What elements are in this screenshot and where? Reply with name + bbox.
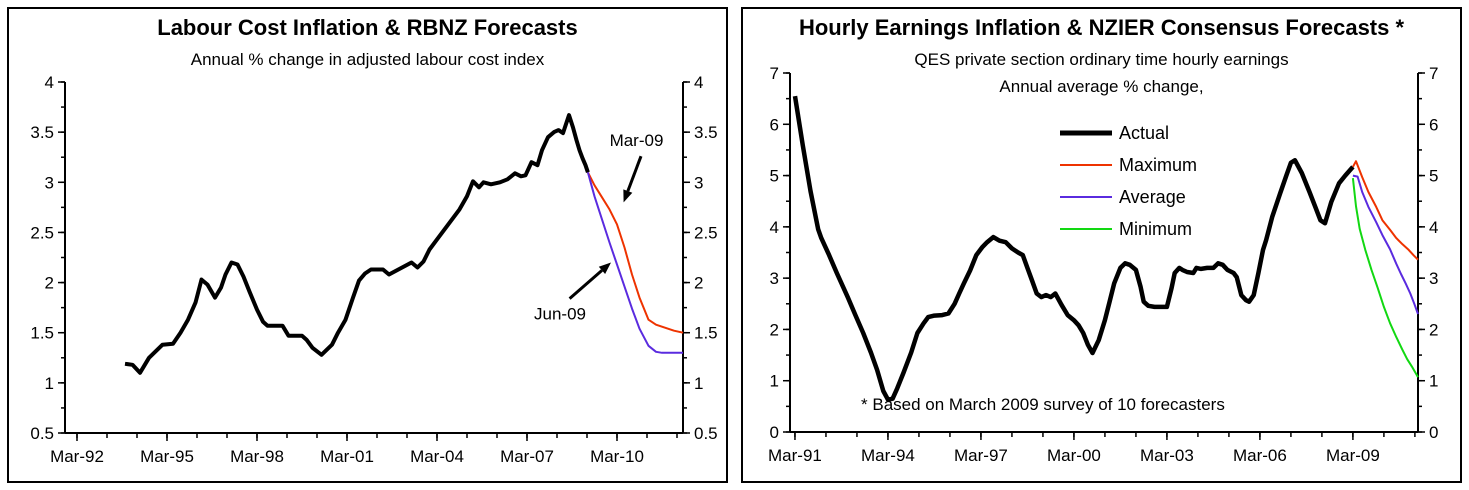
- y-tick-label-left: 2: [770, 320, 779, 339]
- y-tick-label-left: 0.5: [30, 424, 54, 443]
- annotation-jun-09: Jun-09: [534, 262, 611, 324]
- y-tick-label-right: 4: [1429, 218, 1438, 237]
- left-chart-title: Labour Cost Inflation & RBNZ Forecasts: [157, 15, 578, 40]
- x-tick-label: Mar-94: [861, 446, 915, 465]
- annotation-label: Mar-09: [610, 131, 664, 150]
- annotation-arrow-head: [598, 262, 611, 275]
- y-tick-label-right: 2: [1429, 320, 1438, 339]
- right-chart-subtitle-line1: QES private section ordinary time hourly…: [914, 50, 1289, 69]
- y-tick-label-left: 5: [770, 167, 779, 186]
- y-tick-label-right: 0: [1429, 423, 1438, 442]
- y-tick-label-right: 4: [694, 73, 703, 92]
- y-tick-label-left: 4: [770, 218, 779, 237]
- legend-label: Average: [1119, 187, 1186, 207]
- x-tick-label: Mar-00: [1047, 446, 1101, 465]
- legend-label: Actual: [1119, 123, 1169, 143]
- right-chart-title: Hourly Earnings Inflation & NZIER Consen…: [798, 15, 1405, 40]
- legend-label: Maximum: [1119, 155, 1197, 175]
- labour-cost-chart-panel: Labour Cost Inflation & RBNZ Forecasts A…: [7, 7, 728, 483]
- y-minor-ticks: [61, 81, 687, 434]
- legend-item-maximum: Maximum: [1060, 155, 1197, 175]
- x-tick-label: Mar-97: [954, 446, 1008, 465]
- y-tick-label-right: 3: [694, 173, 703, 192]
- y-tick-label-left: 0: [770, 423, 779, 442]
- right-chart-subtitle-line2: Annual average % change,: [999, 77, 1204, 96]
- series-line-jun-09-forecast: [586, 172, 683, 354]
- y-tick-label-left: 3: [45, 173, 54, 192]
- annotation-arrow-shaft: [626, 155, 643, 192]
- y-tick-label-right: 2: [694, 274, 703, 293]
- y-tick-label-left: 1: [770, 372, 779, 391]
- x-tick-label: Mar-91: [768, 446, 822, 465]
- y-tick-label-left: 1.5: [30, 324, 54, 343]
- x-tick-label: Mar-07: [500, 447, 554, 466]
- annotation-arrow: [623, 155, 643, 203]
- x-tick-label: Mar-98: [230, 447, 284, 466]
- y-tick-label-right: 3.5: [694, 123, 718, 142]
- x-tick-label: Mar-09: [1326, 446, 1380, 465]
- series-line-mar-09-forecast: [587, 171, 684, 334]
- left-chart-subtitle: Annual % change in adjusted labour cost …: [190, 50, 545, 69]
- x-tick-label: Mar-95: [140, 447, 194, 466]
- y-tick-label-right: 7: [1429, 64, 1438, 83]
- y-tick-label-left: 1: [45, 374, 54, 393]
- series-line-maximum: [1352, 160, 1419, 261]
- axes: [64, 82, 684, 434]
- x-tick-label: Mar-01: [320, 447, 374, 466]
- legend-item-minimum: Minimum: [1060, 219, 1192, 239]
- y-tick-label-right: 0.5: [694, 424, 718, 443]
- annotation-arrow-shaft: [568, 269, 603, 300]
- series-line-actual: [124, 113, 590, 375]
- x-major-ticks: Mar-91 Mar-94 Mar-97 Mar-00 Mar-03 Mar-06 Mar-…: [768, 432, 1380, 465]
- legend-label: Minimum: [1119, 219, 1192, 239]
- footnote: * Based on March 2009 survey of 10 forec…: [861, 395, 1225, 414]
- series-line-minimum: [1351, 177, 1419, 378]
- y-tick-label-left: 6: [770, 115, 779, 134]
- hourly-earnings-chart-panel: Hourly Earnings Inflation & NZIER Consen…: [741, 7, 1462, 483]
- y-major-ticks: 0 0 1 1 2 2 3 3 4 4 5 5 6 6 7 7: [770, 64, 1439, 442]
- legend-item-actual: Actual: [1060, 123, 1169, 143]
- y-tick-label-right: 1.5: [694, 324, 718, 343]
- y-tick-label-left: 3.5: [30, 123, 54, 142]
- y-major-ticks: 0.5 0.5 1 1 1.5 1.5 2 2 2.5 2.5 3 3 3.5 3.5 4 4: [30, 73, 717, 443]
- annotation-arrow-head: [623, 189, 633, 203]
- x-major-ticks: Mar-92 Mar-95 Mar-98 Mar-01 Mar-04 Mar-07 Mar-…: [50, 433, 644, 466]
- y-tick-label-right: 6: [1429, 115, 1438, 134]
- annotation-mar-09: Mar-09: [610, 131, 664, 203]
- series-line-average: [1352, 174, 1419, 315]
- legend-item-average: Average: [1060, 187, 1186, 207]
- y-tick-label-left: 4: [45, 73, 54, 92]
- y-tick-label-right: 1: [694, 374, 703, 393]
- y-tick-label-left: 2.5: [30, 223, 54, 242]
- axes: [789, 73, 1419, 433]
- x-tick-label: Mar-04: [410, 447, 464, 466]
- y-tick-label-right: 3: [1429, 269, 1438, 288]
- annotation-label: Jun-09: [534, 305, 586, 324]
- legend: Actual Maximum Average Minimum: [1060, 123, 1197, 239]
- y-tick-label-left: 2: [45, 274, 54, 293]
- y-tick-label-right: 5: [1429, 167, 1438, 186]
- x-tick-label: Mar-10: [590, 447, 644, 466]
- y-tick-label-right: 2.5: [694, 223, 718, 242]
- x-tick-label: Mar-03: [1140, 446, 1194, 465]
- x-tick-label: Mar-92: [50, 447, 104, 466]
- annotation-arrow: [568, 262, 611, 300]
- series-line-actual: [792, 95, 1355, 402]
- right-chart-plot: 0 0 1 1 2 2 3 3 4 4 5 5 6 6 7 7 Mar-91 Mar-94 Mar-97 Mar-00…: [768, 64, 1439, 465]
- y-tick-label-left: 7: [770, 64, 779, 83]
- x-tick-label: Mar-06: [1233, 446, 1287, 465]
- y-tick-label-left: 3: [770, 269, 779, 288]
- y-tick-label-right: 1: [1429, 372, 1438, 391]
